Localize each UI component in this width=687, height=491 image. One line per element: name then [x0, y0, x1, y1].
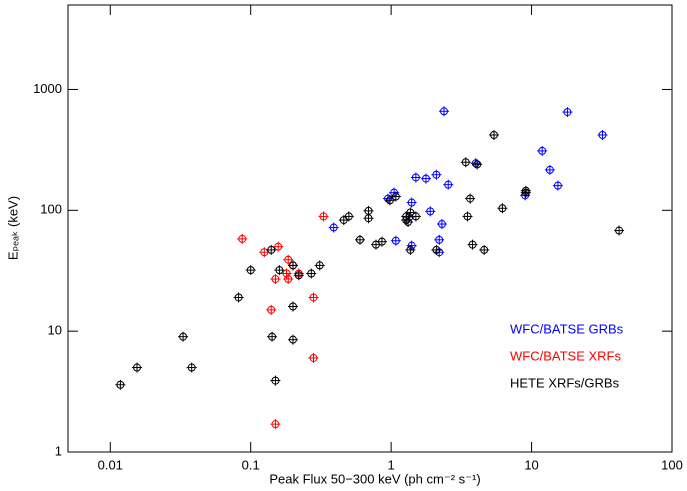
data-point: [283, 274, 294, 285]
data-point: [178, 331, 189, 342]
data-point: [390, 235, 401, 246]
data-point: [186, 362, 197, 373]
data-point: [287, 301, 298, 312]
x-axis-label: Peak Flux 50−300 keV (ph cm⁻² s⁻¹): [269, 471, 480, 486]
legend-label: HETE XRFs/GRBs: [510, 375, 620, 390]
data-point: [460, 157, 471, 168]
data-point: [266, 244, 277, 255]
y-axis-label: Eₚₑₐₖ (keV): [5, 196, 20, 260]
data-point: [281, 268, 292, 279]
data-point: [267, 331, 278, 342]
x-tick-label: 0.01: [98, 457, 123, 472]
legend-label: WFC/BATSE XRFs: [510, 348, 621, 363]
data-point: [462, 211, 473, 222]
data-point: [403, 217, 414, 228]
x-tick-label: 1: [388, 457, 395, 472]
data-point: [270, 274, 281, 285]
data-point: [431, 244, 442, 255]
data-point: [383, 193, 394, 204]
data-point: [436, 219, 447, 230]
y-tick-label: 1000: [33, 81, 62, 96]
data-point: [410, 211, 421, 222]
data-point: [270, 419, 281, 430]
y-tick-label: 100: [40, 202, 62, 217]
data-point: [467, 239, 478, 250]
data-point: [614, 225, 625, 236]
data-point: [401, 215, 412, 226]
data-point: [283, 254, 294, 265]
data-point: [328, 222, 339, 233]
data-point: [472, 159, 483, 170]
data-point: [497, 203, 508, 214]
data-point: [287, 260, 298, 271]
data-point: [132, 362, 143, 373]
data-point: [384, 195, 395, 206]
data-point: [376, 236, 387, 247]
x-tick-label: 10: [524, 457, 538, 472]
data-point: [318, 211, 329, 222]
data-point: [308, 292, 319, 303]
data-point: [562, 107, 573, 118]
y-tick-label: 10: [48, 323, 62, 338]
data-point: [544, 164, 555, 175]
data-point: [443, 179, 454, 190]
plot-frame: [67, 4, 673, 453]
data-point: [410, 172, 421, 183]
legend-label: WFC/BATSE GRBs: [510, 321, 624, 336]
data-point: [405, 244, 416, 255]
data-point: [597, 129, 608, 140]
x-tick-label: 0.1: [242, 457, 260, 472]
data-point: [406, 197, 417, 208]
data-point: [363, 205, 374, 216]
data-point: [520, 185, 531, 196]
data-point: [338, 215, 349, 226]
data-point: [479, 244, 490, 255]
data-point: [274, 265, 285, 276]
data-point: [233, 292, 244, 303]
data-point: [115, 379, 126, 390]
y-tick-label: 1: [55, 443, 62, 458]
data-point: [552, 180, 563, 191]
data-point: [488, 129, 499, 140]
data-point: [293, 270, 304, 281]
data-point: [237, 233, 248, 244]
data-point: [470, 158, 481, 169]
data-point: [314, 260, 325, 271]
data-point: [266, 304, 277, 315]
data-point: [306, 268, 317, 279]
data-point: [287, 334, 298, 345]
data-point: [259, 247, 270, 258]
data-point: [420, 173, 431, 184]
data-point: [434, 234, 445, 245]
data-point: [537, 145, 548, 156]
data-point: [425, 206, 436, 217]
data-point: [273, 241, 284, 252]
data-point: [431, 169, 442, 180]
data-point: [245, 265, 256, 276]
data-point: [270, 375, 281, 386]
data-point: [308, 352, 319, 363]
data-point: [354, 234, 365, 245]
data-point: [390, 191, 401, 202]
data-point: [406, 240, 417, 251]
x-tick-label: 100: [661, 457, 683, 472]
data-point: [439, 106, 450, 117]
data-point: [405, 207, 416, 218]
data-point: [465, 193, 476, 204]
